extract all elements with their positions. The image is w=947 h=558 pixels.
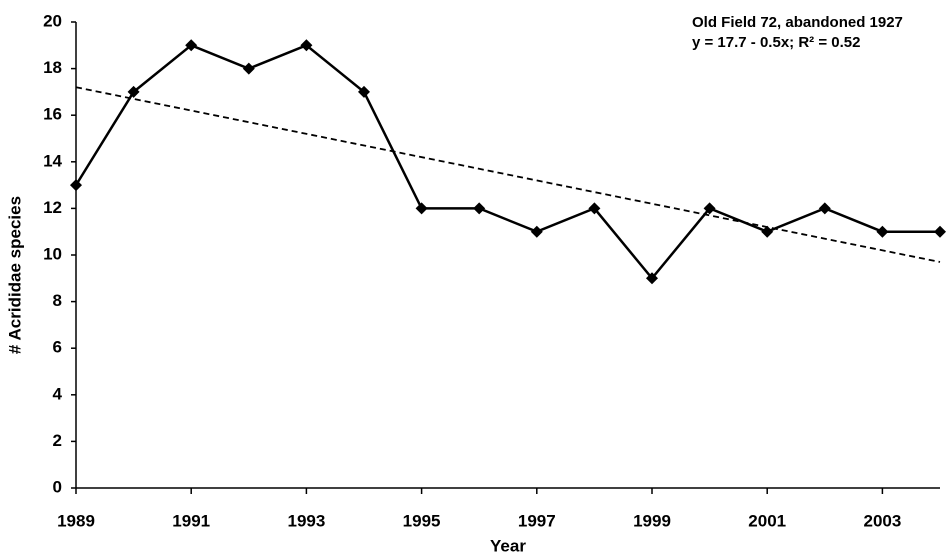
x-axis-label: Year xyxy=(490,536,526,555)
y-tick-label: 10 xyxy=(43,244,62,263)
marker xyxy=(70,179,82,192)
y-axis-label: # Acrididae species xyxy=(5,196,24,354)
marker xyxy=(703,202,716,215)
trendline xyxy=(75,86,941,263)
marker xyxy=(415,202,428,215)
marker xyxy=(127,85,140,98)
marker xyxy=(646,272,658,285)
annotation: y = 17.7 - 0.5x; R² = 0.52 xyxy=(692,34,860,51)
y-tick-label: 12 xyxy=(43,198,62,217)
y-tick-label: 2 xyxy=(53,431,62,450)
y-tick-label: 8 xyxy=(53,291,62,310)
marker xyxy=(761,225,774,238)
x-tick-label: 1997 xyxy=(518,511,556,530)
x-tick-label: 2001 xyxy=(748,511,786,530)
y-tick-label: 16 xyxy=(43,105,62,124)
line xyxy=(74,43,940,281)
marker xyxy=(473,202,486,215)
y-tick-label: 14 xyxy=(43,151,62,170)
x-tick-label: 1993 xyxy=(287,511,325,530)
y-tick-label: 4 xyxy=(53,384,63,403)
y-tick-label: 6 xyxy=(53,338,62,357)
marker xyxy=(530,225,543,238)
x-tick-label: 1995 xyxy=(403,511,441,530)
marker xyxy=(185,39,198,52)
marker xyxy=(358,85,370,98)
marker xyxy=(818,202,831,215)
y-tick-label: 18 xyxy=(43,58,62,77)
x-tick-label: 1989 xyxy=(57,511,95,530)
marker xyxy=(300,39,313,52)
marker xyxy=(242,62,255,75)
x-tick-label: 1991 xyxy=(172,511,210,530)
marker xyxy=(876,225,889,238)
y-tick-label: 20 xyxy=(43,11,62,30)
x-tick-label: 2003 xyxy=(863,511,901,530)
marker xyxy=(934,225,946,238)
annotation: Old Field 72, abandoned 1927 xyxy=(692,14,903,31)
x-tick-label: 1999 xyxy=(633,511,671,530)
y-tick-label: 0 xyxy=(53,477,62,496)
marker xyxy=(588,202,601,215)
